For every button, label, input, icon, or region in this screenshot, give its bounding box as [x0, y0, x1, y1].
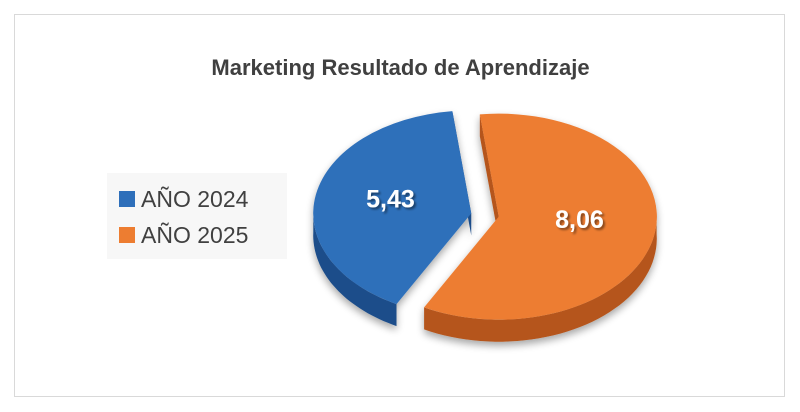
- pie-slice-side-2025: [424, 211, 657, 342]
- chart-legend: AÑO 2024 AÑO 2025: [107, 173, 287, 259]
- legend-item-2024: AÑO 2024: [119, 182, 248, 216]
- pie-slice-2025: [424, 113, 657, 342]
- pie-slice-top-2025: [424, 113, 657, 320]
- pie-chart: 5,43 8,06: [313, 111, 657, 342]
- pie-slice-side-2024: [313, 210, 397, 327]
- legend-label-2024: AÑO 2024: [141, 185, 249, 212]
- legend-item-2025: AÑO 2025: [119, 218, 248, 252]
- data-label-2025: 8,06: [555, 206, 604, 234]
- pie-slice-top-2024: [313, 111, 472, 305]
- chart-title: Marketing Resultado de Aprendizaje: [211, 55, 590, 80]
- legend-label-2025: AÑO 2025: [141, 221, 249, 248]
- pie-slice-2024: [313, 111, 472, 327]
- legend-swatch-2025: [119, 227, 135, 243]
- pie-slice-face-2025: [479, 114, 499, 239]
- legend-swatch-2024: [119, 191, 135, 207]
- chart-area: Marketing Resultado de Aprendizaje AÑO 2…: [14, 14, 785, 397]
- data-label-2024: 5,43: [366, 185, 415, 213]
